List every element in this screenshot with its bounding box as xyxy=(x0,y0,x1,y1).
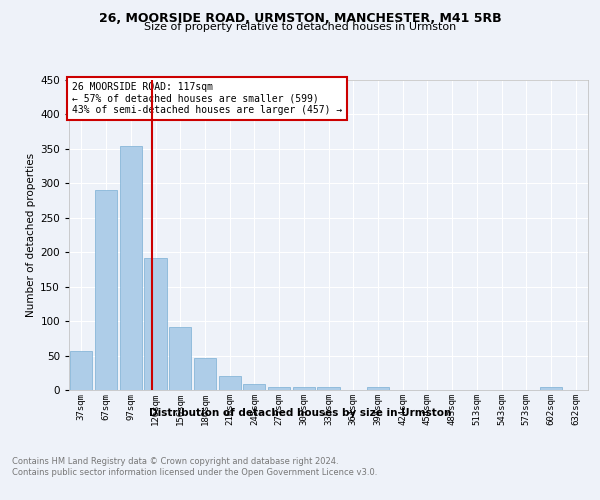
Text: Distribution of detached houses by size in Urmston: Distribution of detached houses by size … xyxy=(149,408,451,418)
Y-axis label: Number of detached properties: Number of detached properties xyxy=(26,153,36,317)
Bar xyxy=(169,328,191,390)
Text: Contains HM Land Registry data © Crown copyright and database right 2024.
Contai: Contains HM Land Registry data © Crown c… xyxy=(12,458,377,477)
Bar xyxy=(367,386,389,390)
Bar xyxy=(95,190,117,390)
Text: 26 MOORSIDE ROAD: 117sqm
← 57% of detached houses are smaller (599)
43% of semi-: 26 MOORSIDE ROAD: 117sqm ← 57% of detach… xyxy=(71,82,342,115)
Bar xyxy=(317,386,340,390)
Bar xyxy=(70,350,92,390)
Bar xyxy=(293,386,315,390)
Bar xyxy=(194,358,216,390)
Bar xyxy=(145,258,167,390)
Bar xyxy=(268,386,290,390)
Text: 26, MOORSIDE ROAD, URMSTON, MANCHESTER, M41 5RB: 26, MOORSIDE ROAD, URMSTON, MANCHESTER, … xyxy=(98,12,502,26)
Bar xyxy=(218,376,241,390)
Bar xyxy=(540,387,562,390)
Bar xyxy=(243,384,265,390)
Text: Size of property relative to detached houses in Urmston: Size of property relative to detached ho… xyxy=(144,22,456,32)
Bar xyxy=(119,146,142,390)
